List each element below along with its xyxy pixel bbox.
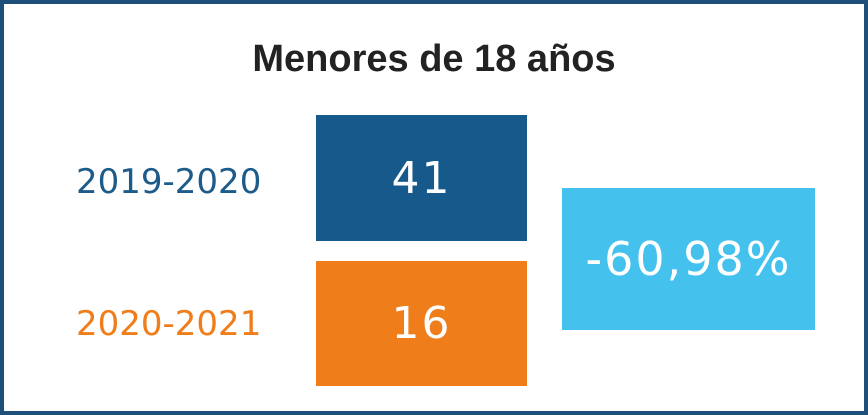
- value-box: 16: [316, 261, 527, 386]
- period-label: 2020-2021: [76, 304, 262, 344]
- change-box: -60,98%: [562, 188, 815, 330]
- value-box: 41: [316, 115, 527, 241]
- title: Menores de 18 años: [252, 38, 616, 80]
- period-label: 2019-2020: [76, 162, 262, 202]
